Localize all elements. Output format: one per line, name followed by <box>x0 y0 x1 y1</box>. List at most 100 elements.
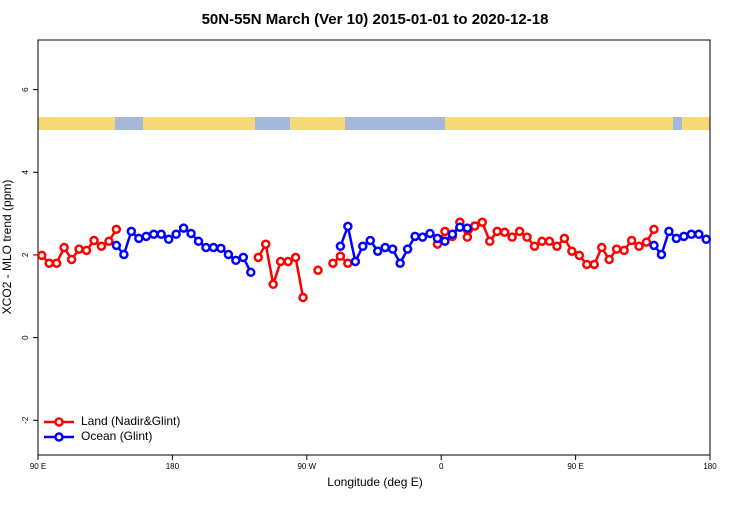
data-point <box>290 252 301 263</box>
data-point <box>425 228 435 239</box>
data-point <box>477 217 488 228</box>
data-point <box>343 258 353 268</box>
data-point <box>134 233 144 244</box>
data-point <box>626 235 637 246</box>
data-point <box>455 222 465 232</box>
data-point <box>604 254 614 265</box>
data-point <box>701 234 712 244</box>
data-point <box>664 226 674 237</box>
data-point <box>126 226 137 237</box>
data-point <box>649 240 659 251</box>
data-point <box>335 251 346 261</box>
data-point <box>313 265 323 275</box>
data-point <box>193 236 204 247</box>
data-point <box>514 226 525 237</box>
y-tick-label: 0 <box>21 335 30 340</box>
data-point <box>671 233 682 244</box>
data-point <box>201 242 211 253</box>
data-point <box>395 258 405 268</box>
data-point <box>111 240 122 251</box>
data-point <box>365 235 376 246</box>
map-strip <box>38 117 710 130</box>
data-point <box>141 231 152 242</box>
data-point <box>238 252 249 263</box>
data-point <box>96 241 107 252</box>
data-point <box>66 254 77 265</box>
y-axis-label: XCO2 - MLO trend (ppm) <box>0 180 14 315</box>
data-point <box>432 233 443 244</box>
data-point <box>216 243 226 254</box>
data-point <box>74 244 84 254</box>
data-point <box>89 235 99 246</box>
x-tick-label: 0 <box>439 462 444 471</box>
data-point <box>186 228 196 239</box>
data-point <box>596 242 607 253</box>
data-point <box>567 246 577 256</box>
data-point <box>537 236 547 247</box>
data-point <box>507 232 517 242</box>
data-point <box>163 234 174 244</box>
x-tick-label: 180 <box>166 462 180 471</box>
data-point <box>484 236 495 247</box>
data-point <box>544 236 555 247</box>
data-point <box>343 221 353 232</box>
data-point <box>649 224 659 235</box>
data-point <box>552 241 562 252</box>
data-point <box>171 229 181 240</box>
data-point <box>328 258 338 268</box>
x-axis-label: Longitude (deg E) <box>327 475 422 489</box>
data-point <box>462 232 473 242</box>
data-point <box>104 236 114 247</box>
data-point <box>499 227 510 237</box>
data-point <box>335 241 346 252</box>
data-point <box>298 292 308 303</box>
data-point <box>447 229 458 240</box>
data-point <box>156 229 166 240</box>
data-point <box>559 233 570 244</box>
x-tick-label: 90 E <box>30 462 46 471</box>
data-point <box>574 250 585 261</box>
data-point <box>492 226 502 237</box>
data-point <box>686 229 697 240</box>
legend-marker <box>54 432 64 442</box>
data-point <box>223 249 234 260</box>
data-point <box>619 245 629 256</box>
data-point <box>111 224 122 235</box>
data-point <box>283 256 293 267</box>
data-point <box>440 236 450 247</box>
data-point <box>582 259 592 270</box>
data-point <box>656 249 667 260</box>
x-tick-label: 90 W <box>297 462 316 471</box>
data-point <box>148 229 159 240</box>
data-point <box>522 232 532 242</box>
data-point <box>641 237 652 247</box>
plot-frame <box>37 39 711 456</box>
legend-marker <box>54 417 64 427</box>
data-point <box>529 241 540 252</box>
x-tick-label: 180 <box>703 462 717 471</box>
data-point <box>59 242 69 253</box>
data-point <box>81 245 92 256</box>
data-point <box>611 244 622 254</box>
data-point <box>679 231 689 242</box>
data-point <box>462 223 473 233</box>
data-point <box>231 255 241 266</box>
data-point <box>634 241 644 252</box>
x-tick-label: 90 E <box>567 462 583 471</box>
data-point <box>440 226 450 237</box>
y-tick-label: 2 <box>21 252 30 257</box>
data-point <box>694 229 704 240</box>
data-point <box>268 279 278 290</box>
data-point <box>402 244 413 254</box>
data-point <box>275 256 286 267</box>
data-point <box>387 244 398 254</box>
y-tick-label: 6 <box>21 87 30 92</box>
data-point <box>253 252 264 263</box>
data-point <box>44 258 54 268</box>
y-tick-label: 4 <box>21 169 30 174</box>
data-point <box>372 246 383 256</box>
y-tick-label: -2 <box>21 416 30 424</box>
data-point <box>208 242 219 253</box>
data-point <box>358 241 368 252</box>
